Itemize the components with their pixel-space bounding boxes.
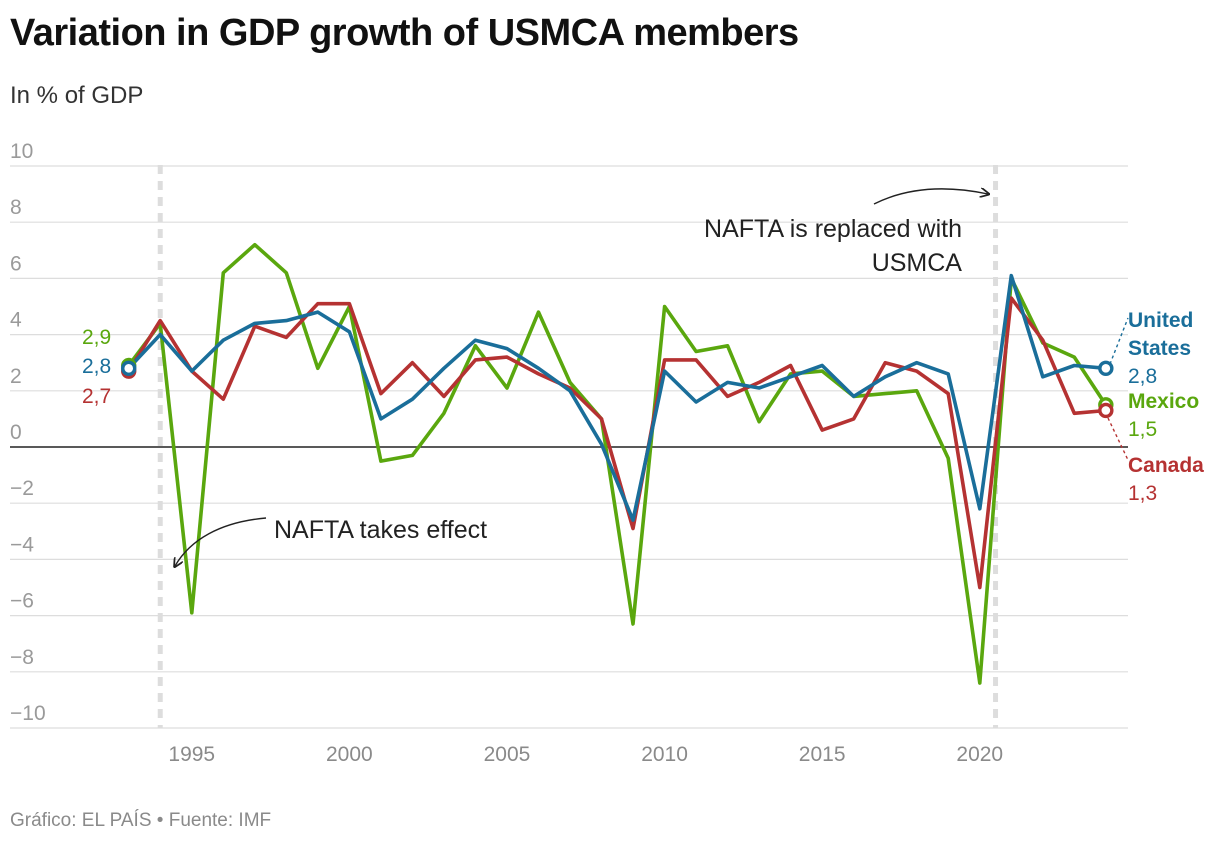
start-label-mexico: 2,9	[82, 326, 111, 349]
x-tick-label: 1995	[168, 743, 215, 766]
annotation-nafta-effect-arrow	[175, 517, 267, 566]
end-label-mexico-value: 1,5	[1128, 418, 1157, 441]
endpoint-us	[1098, 360, 1114, 377]
annotation-nafta-effect-text: NAFTA takes effect	[274, 516, 487, 544]
x-tick-label: 2000	[326, 743, 373, 766]
x-tick-label: 2015	[799, 743, 846, 766]
annotation-nafta-effect: NAFTA takes effect	[175, 516, 487, 566]
y-tick-label: 0	[10, 421, 22, 444]
end-label-us-name-1: United	[1128, 309, 1193, 332]
y-tick-label: 6	[10, 252, 22, 275]
annotation-usmca-arrow	[873, 189, 988, 205]
endpoint-canada	[1098, 402, 1114, 419]
event-lines	[157, 165, 999, 728]
y-tick-label: 10	[10, 140, 33, 163]
end-label-mexico-name: Mexico	[1128, 390, 1199, 413]
end-label-canada-value: 1,3	[1128, 482, 1157, 505]
endpoint-us	[121, 360, 137, 377]
annotation-usmca: NAFTA is replaced with USMCA	[704, 189, 988, 277]
y-tick-label: −4	[10, 533, 34, 556]
chart-title: Variation in GDP growth of USMCA members	[10, 12, 799, 54]
end-label-us-name-2: States	[1128, 337, 1191, 360]
us-leader-line	[1109, 317, 1129, 365]
series-line-mexico	[127, 242, 1108, 685]
endpoint-markers	[121, 357, 1114, 419]
end-label-canada-name: Canada	[1128, 454, 1204, 477]
x-tick-label: 2010	[641, 743, 688, 766]
canada-leader-line	[1107, 417, 1129, 461]
chart-subtitle: In % of GDP	[10, 82, 144, 109]
start-label-canada: 2,7	[82, 385, 111, 408]
start-label-us: 2,8	[82, 355, 111, 378]
y-tick-label: 8	[10, 196, 22, 219]
series-line-canada	[127, 296, 1106, 590]
annotation-usmca-line1: NAFTA is replaced with	[704, 215, 962, 243]
x-tick-label: 2005	[484, 743, 531, 766]
source-note: Gráfico: EL PAÍS • Fuente: IMF	[10, 810, 272, 831]
x-tick-label: 2020	[956, 743, 1003, 766]
y-tick-label: −6	[10, 590, 34, 613]
y-tick-label: 2	[10, 365, 22, 388]
grid-layer: 10 8 6 4 2 0 −2 −4 −6 −8 −10 1995 2000 2005 2010 2015 20…	[10, 140, 1128, 766]
y-tick-label: −2	[10, 477, 34, 500]
series-lines	[127, 242, 1108, 685]
y-tick-label: 4	[10, 309, 22, 332]
end-label-us-value: 2,8	[1128, 365, 1157, 388]
y-tick-label: −10	[10, 702, 46, 725]
series-line-us	[127, 273, 1106, 522]
y-tick-label: −8	[10, 646, 34, 669]
annotation-usmca-line2: USMCA	[872, 249, 963, 277]
